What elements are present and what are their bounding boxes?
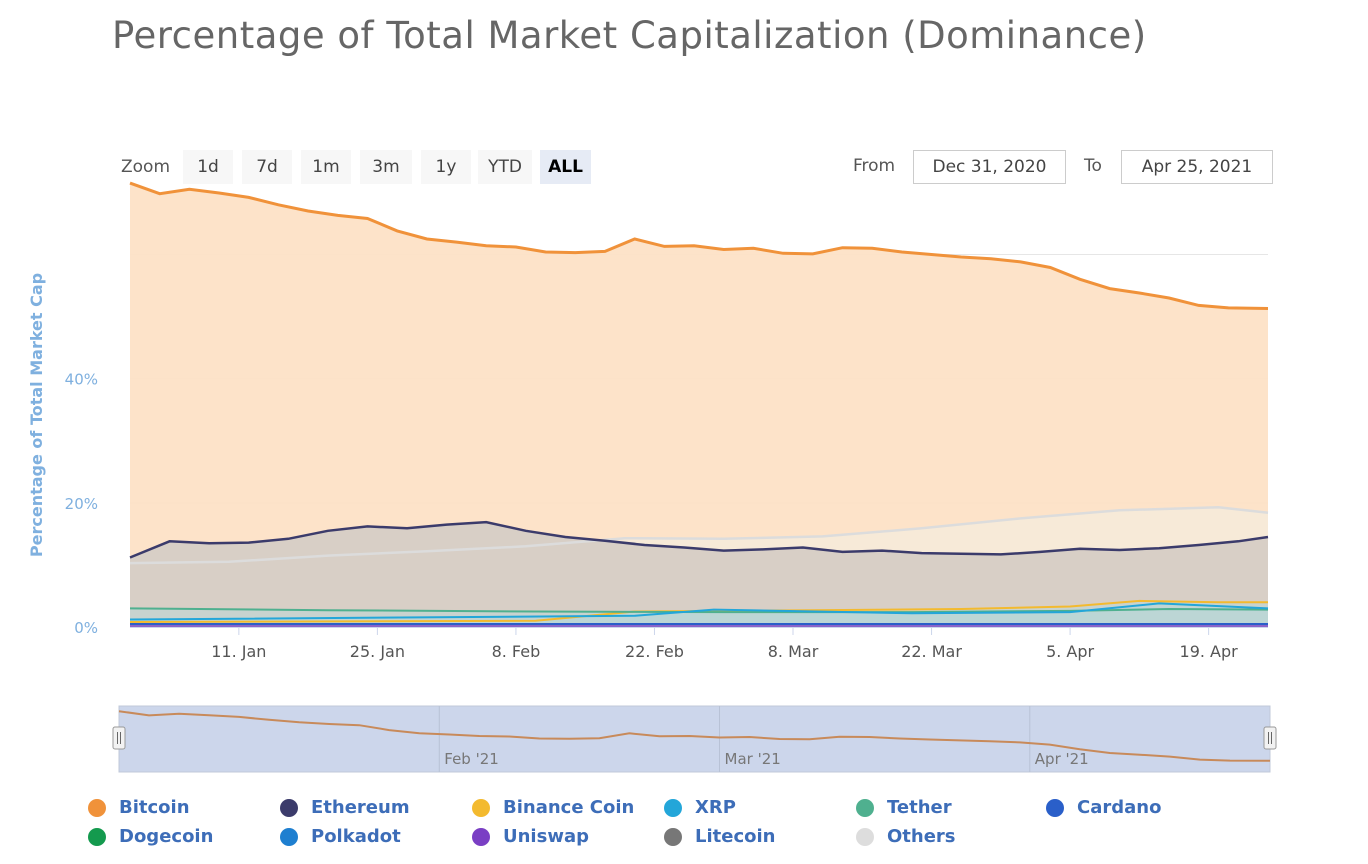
series-areas	[129, 181, 1269, 627]
to-date-input[interactable]: Apr 25, 2021	[1121, 150, 1273, 184]
legend-label: Uniswap	[503, 826, 589, 847]
bitcoin-line	[129, 181, 1269, 310]
binance-coin-dot-icon	[472, 799, 490, 817]
navigator-series-line	[118, 710, 1271, 762]
y-tick-label: 20%	[65, 495, 98, 513]
navigator[interactable]: Feb '21 Mar '21 Apr '21	[112, 705, 1277, 773]
zoom-1d-button[interactable]: 1d	[183, 150, 233, 184]
others-dot-icon	[856, 828, 874, 846]
y-tick-label: 0%	[74, 619, 98, 637]
legend-label: Others	[887, 826, 956, 847]
from-date-input[interactable]: Dec 31, 2020	[913, 150, 1066, 184]
legend-label: Tether	[887, 797, 952, 818]
x-axis: 11. Jan 25. Jan 8. Feb 22. Feb 8. Mar 22. Mar…	[130, 627, 1268, 661]
legend-label: Polkadot	[311, 826, 401, 847]
navigator-label: Mar '21	[725, 750, 781, 768]
y-tick-label: 40%	[65, 371, 98, 389]
from-label: From	[853, 156, 896, 176]
zoom-1m-button[interactable]: 1m	[301, 150, 351, 184]
x-tick-label: 5. Apr	[1046, 642, 1094, 661]
x-tick-label: 19. Apr	[1180, 642, 1239, 661]
litecoin-dot-icon	[664, 828, 682, 846]
navigator-grid: Feb '21 Mar '21 Apr '21	[438, 706, 1089, 772]
legend-label: Cardano	[1077, 797, 1162, 818]
legend-label: Ethereum	[311, 797, 410, 818]
navigator-label: Apr '21	[1035, 750, 1089, 768]
navigator-label: Feb '21	[444, 750, 499, 768]
navigator-window[interactable]	[118, 705, 1271, 773]
navigator-right-handle[interactable]	[1263, 726, 1277, 750]
polkadot-dot-icon	[280, 828, 298, 846]
zoom-label: Zoom	[121, 157, 171, 177]
legend-label: Dogecoin	[119, 826, 214, 847]
zoom-7d-button[interactable]: 7d	[242, 150, 292, 184]
zoom-1y-button[interactable]: 1y	[421, 150, 471, 184]
dominance-chart: Percentage of Total Market Cap 0%20%40% …	[27, 181, 1277, 773]
legend-label: Bitcoin	[119, 797, 190, 818]
bitcoin-dot-icon	[88, 799, 106, 817]
cardano-dot-icon	[1046, 799, 1064, 817]
legend-label: Binance Coin	[503, 797, 635, 818]
navigator-left-handle[interactable]	[112, 726, 126, 750]
x-tick-label: 22. Mar	[901, 642, 962, 661]
dogecoin-dot-icon	[88, 828, 106, 846]
tether-dot-icon	[856, 799, 874, 817]
ethereum-dot-icon	[280, 799, 298, 817]
x-tick-label: 11. Jan	[211, 642, 266, 661]
zoom-3m-button[interactable]: 3m	[360, 150, 412, 184]
legend-label: Litecoin	[695, 826, 776, 847]
ethereum-area	[130, 522, 1268, 627]
others-line	[129, 505, 1269, 565]
zoom-ytd-button[interactable]: YTD	[478, 150, 532, 184]
legend: Bitcoin Ethereum Binance Coin XRP Tether…	[88, 796, 1268, 856]
x-tick-label: 22. Feb	[625, 642, 684, 661]
y-axis-label: Percentage of Total Market Cap	[27, 273, 46, 557]
binance-coin-line	[129, 599, 1268, 623]
chart-title: Percentage of Total Market Capitalizatio…	[112, 14, 1147, 57]
uniswap-dot-icon	[472, 828, 490, 846]
x-tick-label: 8. Feb	[492, 642, 541, 661]
xrp-dot-icon	[664, 799, 682, 817]
legend-label: XRP	[695, 797, 736, 818]
to-label: To	[1084, 156, 1102, 176]
xrp-line	[129, 602, 1269, 621]
bitcoin-area	[130, 183, 1268, 627]
y-axis: Percentage of Total Market Cap 0% 20% 40%	[27, 273, 98, 637]
ethereum-line	[129, 520, 1269, 559]
zoom-all-button[interactable]: ALL	[540, 150, 591, 184]
x-tick-label: 25. Jan	[350, 642, 405, 661]
x-tick-label: 8. Mar	[768, 642, 819, 661]
